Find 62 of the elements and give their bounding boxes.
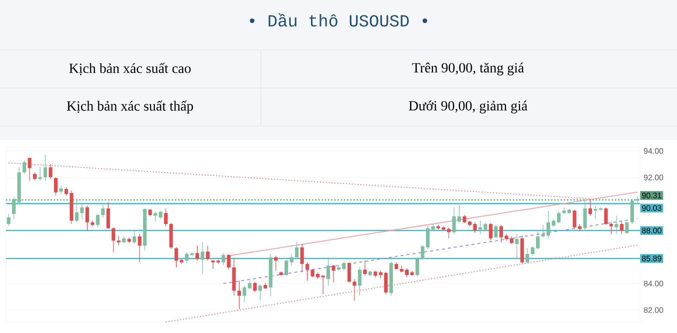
candlestick — [222, 252, 226, 266]
candlestick — [200, 242, 204, 274]
candlestick — [620, 221, 624, 234]
candlestick — [85, 205, 89, 231]
candlestick — [138, 234, 142, 263]
candlestick — [588, 198, 592, 216]
candlestick — [90, 220, 94, 227]
candlestick — [54, 176, 58, 196]
candlestick — [604, 207, 608, 226]
text: Kịch bản xác suất thấp — [66, 100, 193, 114]
candlestick — [258, 284, 262, 301]
candlestick — [106, 202, 110, 230]
candlestick — [347, 262, 351, 283]
candlestick — [520, 235, 524, 264]
candlestick — [28, 157, 32, 181]
candlestick — [332, 264, 336, 283]
candlestick — [154, 211, 158, 222]
candlestick — [22, 160, 26, 174]
candlestick — [44, 154, 48, 181]
candlestick — [242, 285, 246, 303]
candlestick — [526, 248, 530, 264]
candlestick — [132, 230, 136, 244]
candlestick — [174, 247, 178, 268]
candlestick — [358, 267, 362, 296]
candlestick — [206, 245, 210, 261]
candlestick — [416, 257, 420, 277]
candlestick — [164, 208, 168, 227]
candlestick — [116, 235, 120, 246]
candlestick — [515, 234, 519, 260]
candlestick — [630, 198, 634, 224]
text: Kịch bản xác suất cao — [69, 62, 191, 76]
text: Trên 90,00, tăng giá — [412, 62, 524, 76]
candlestick — [284, 259, 288, 276]
candlestick — [12, 196, 16, 220]
candlestick — [494, 224, 498, 239]
candlestick — [112, 227, 116, 253]
candlestick — [169, 222, 173, 250]
candlestick — [237, 280, 241, 310]
candlestick — [38, 166, 42, 181]
candlestick — [352, 278, 356, 301]
candlestick — [6, 214, 10, 226]
candlestick — [253, 281, 257, 293]
candlestick — [609, 222, 613, 234]
candlestick — [326, 257, 330, 286]
candlestick — [295, 242, 299, 260]
candlestick — [306, 262, 310, 281]
candlestick — [614, 215, 618, 234]
candlestick — [300, 244, 304, 273]
candlestick — [195, 245, 200, 261]
candlestick — [488, 222, 492, 241]
candlestick — [101, 204, 105, 218]
text: Dưới 90,00, giảm giá — [408, 100, 528, 114]
candlestick — [583, 198, 587, 231]
candlestick — [232, 258, 236, 296]
candlestick — [226, 254, 230, 270]
chart-title: • Dầu thô USOUSD • — [250, 13, 428, 27]
candlestick — [59, 185, 63, 194]
candlestick — [625, 221, 629, 234]
candlestick — [290, 254, 294, 266]
candlestick — [48, 164, 52, 180]
candlestick — [96, 214, 100, 228]
candlestick — [363, 260, 367, 276]
